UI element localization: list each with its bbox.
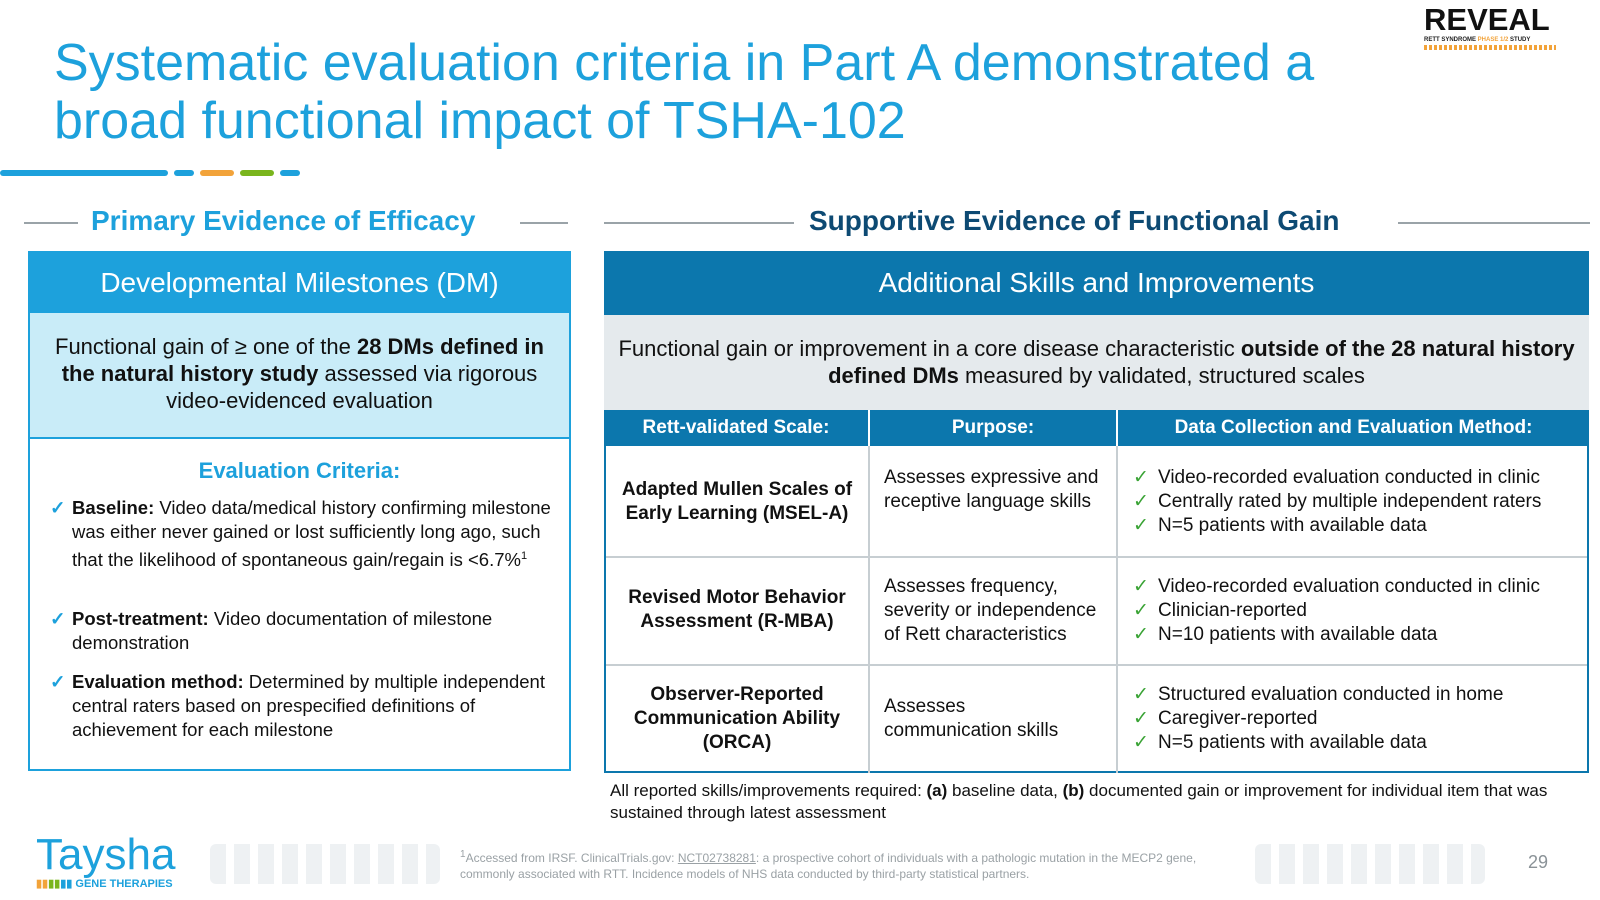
criteria-item: ✓ Post-treatment: Video documentation of… [50, 608, 493, 653]
taysha-logo-word: Taysha [36, 830, 176, 879]
right-panel-header: Additional Skills and Improvements [604, 251, 1589, 315]
column-header-method: Data Collection and Evaluation Method: [1118, 410, 1589, 446]
row-divider [606, 664, 1587, 666]
table-cell-method: ✓ Video-recorded evaluation conducted in … [1133, 467, 1542, 536]
page-number: 29 [1528, 852, 1549, 872]
scales-table [604, 410, 1589, 773]
check-icon: ✓ [1133, 467, 1149, 488]
right-section-title: Supportive Evidence of Functional Gain [809, 205, 1340, 236]
table-cell-purpose: Assesses communication skills [884, 696, 1059, 741]
header-divider [868, 410, 870, 446]
left-panel-header: Developmental Milestones (DM) [30, 253, 569, 313]
table-cell-method: ✓ Structured evaluation conducted in home… [1133, 684, 1504, 753]
right-heading-rule-right [1398, 222, 1590, 224]
left-section-title: Primary Evidence of Efficacy [91, 205, 476, 236]
reveal-logo-bars [1424, 45, 1556, 50]
criteria-item: ✓ Baseline: Video data/medical history c… [50, 497, 551, 571]
criteria-title: Evaluation Criteria: [198, 458, 401, 483]
table-cell-purpose: Assesses expressive and receptive langua… [884, 467, 1099, 512]
accent-dash-1 [174, 170, 194, 176]
table-cell-scale: Observer-Reported Communication Ability … [633, 684, 841, 753]
left-panel [28, 251, 571, 771]
footer-decoration-left [210, 844, 440, 884]
table-cell-scale: Revised Motor Behavior Assessment (R-MBA… [628, 587, 846, 632]
row-divider [606, 556, 1587, 558]
left-heading-rule-left [24, 222, 78, 224]
accent-dash-3 [240, 170, 274, 176]
right-heading-rule-left [604, 222, 794, 224]
check-icon: ✓ [1133, 491, 1149, 512]
reveal-logo: REVEAL RETT SYNDROME PHASE 1/2 STUDY [1424, 4, 1564, 50]
check-icon: ✓ [1133, 708, 1149, 729]
column-header-purpose: Purpose: [870, 410, 1116, 446]
check-icon: ✓ [1133, 515, 1149, 536]
check-icon: ✓ [1133, 600, 1149, 621]
table-cell-method: ✓ Video-recorded evaluation conducted in … [1133, 576, 1541, 645]
accent-dash-2 [200, 170, 234, 176]
table-cell-scale: Adapted Mullen Scales of Early Learning … [621, 479, 853, 524]
column-divider [1116, 446, 1118, 773]
check-icon: ✓ [1133, 732, 1149, 753]
criteria-item: ✓ Evaluation method: Determined by multi… [50, 671, 545, 740]
check-icon: ✓ [50, 497, 66, 518]
column-header-scale: Rett-validated Scale: [604, 410, 868, 446]
taysha-logo: Taysha ▮▮▮▮▮▮ GENE THERAPIES [36, 830, 176, 891]
check-icon: ✓ [1133, 576, 1149, 597]
check-icon: ✓ [1133, 624, 1149, 645]
reveal-logo-word: REVEAL [1424, 2, 1550, 37]
check-icon: ✓ [1133, 684, 1149, 705]
header-divider [1116, 410, 1118, 446]
taysha-logo-subtitle: ▮▮▮▮▮▮ GENE THERAPIES [36, 878, 173, 890]
table-cell-purpose: Assesses frequency, severity or independ… [884, 576, 1097, 645]
check-icon: ✓ [50, 671, 66, 692]
right-panel-description: Functional gain or improvement in a core… [604, 315, 1589, 410]
accent-dash-4 [280, 170, 300, 176]
reveal-logo-subtitle: RETT SYNDROME PHASE 1/2 STUDY [1424, 37, 1531, 43]
slide-title: Systematic evaluation criteria in Part A… [54, 34, 1315, 150]
footnote: 1Accessed from IRSF. ClinicalTrials.gov:… [460, 849, 1197, 881]
column-divider [868, 446, 870, 773]
accent-line-main [0, 170, 168, 176]
footer-decoration-right [1255, 844, 1485, 884]
left-panel-description: Functional gain of ≥ one of the 28 DMs d… [30, 313, 569, 439]
left-heading-rule-right [520, 222, 568, 224]
check-icon: ✓ [50, 608, 66, 629]
clinicaltrials-link[interactable]: NCT02738281 [677, 851, 756, 865]
requirements-note: All reported skills/improvements require… [610, 781, 1548, 822]
